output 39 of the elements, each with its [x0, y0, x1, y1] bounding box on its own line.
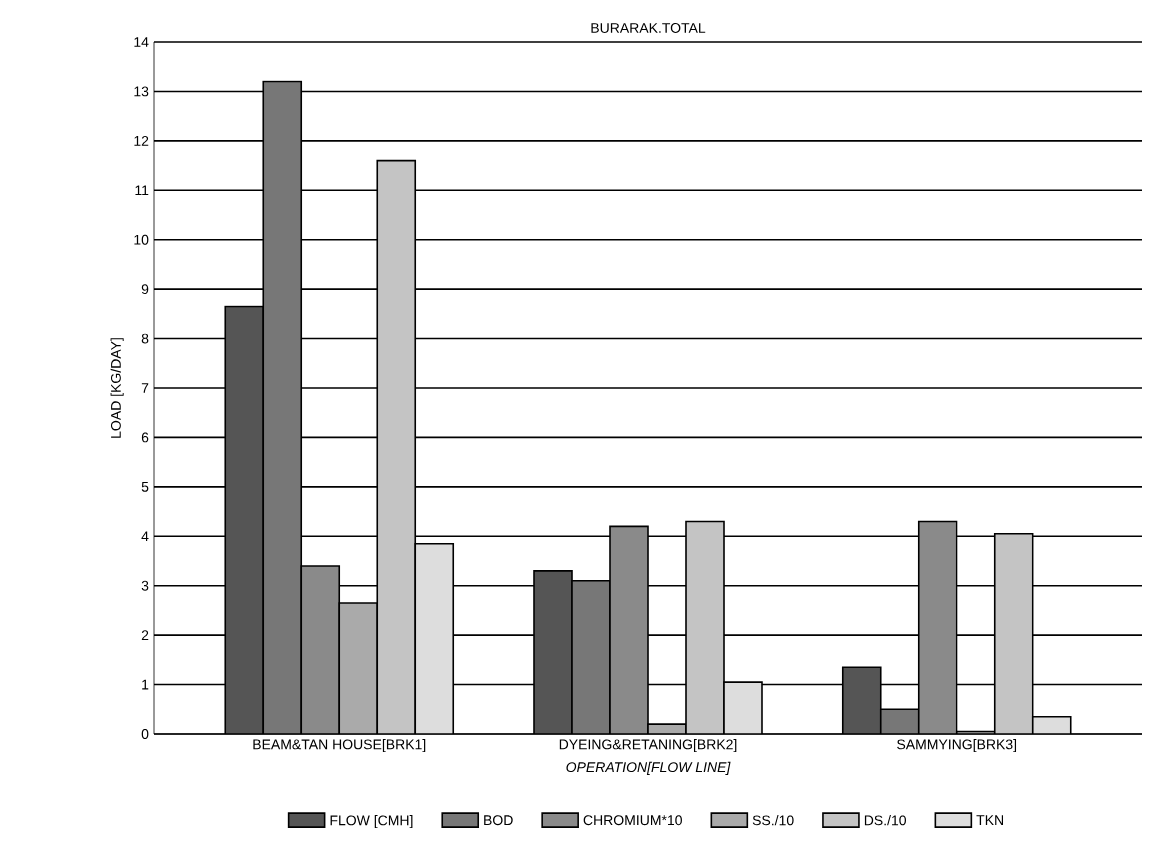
bar: [993, 533, 1034, 734]
x-tick-label: BEAM&TAN HOUSE[BRK1]: [253, 739, 426, 753]
bar: [262, 80, 303, 734]
y-tick-label: 1: [142, 679, 149, 690]
y-tick-label: 11: [135, 185, 149, 196]
y-tick-label: 12: [134, 135, 149, 146]
bar: [224, 305, 265, 734]
legend-label: CHROMIUM*10: [583, 815, 682, 826]
y-axis-title: LOAD [KG/DAY]: [110, 338, 124, 438]
legend-label: TKN: [976, 815, 1004, 825]
y-tick-label: 3: [141, 580, 149, 591]
bar: [571, 579, 611, 734]
bar: [685, 520, 725, 734]
y-tick-label: 10: [134, 234, 149, 245]
y-tick-label: 0: [141, 729, 149, 739]
y-tick-label: 6: [141, 432, 149, 443]
legend-label: SS./10: [752, 815, 794, 826]
y-tick-label: 13: [134, 86, 149, 97]
y-tick-label: 7: [141, 383, 149, 393]
bar: [917, 520, 958, 734]
bar: [376, 159, 417, 734]
x-tick-label: DYEING&RETANING[BRK2]: [559, 739, 737, 753]
bar: [338, 602, 379, 734]
bar: [841, 666, 882, 734]
bar: [300, 565, 341, 734]
legend-label: FLOW [CMH]: [330, 815, 413, 829]
x-tick-label: SAMMYING[BRK3]: [897, 739, 1017, 753]
legend-label: BOD: [484, 815, 513, 826]
chart-title: BURARAK.TOTAL: [591, 23, 706, 33]
bar: [533, 570, 573, 734]
legend-label: DS./10: [864, 815, 907, 826]
y-tick-label: 8: [141, 333, 149, 344]
y-tick-label: 4: [141, 531, 149, 542]
x-axis-title: OPERATION[FLOW LINE]: [566, 761, 731, 775]
y-tick-label: 9: [141, 284, 149, 295]
y-tick-label: 2: [141, 630, 149, 641]
y-tick-label: 14: [134, 37, 149, 47]
y-tick-label: 5: [141, 481, 149, 492]
bar: [609, 525, 649, 734]
